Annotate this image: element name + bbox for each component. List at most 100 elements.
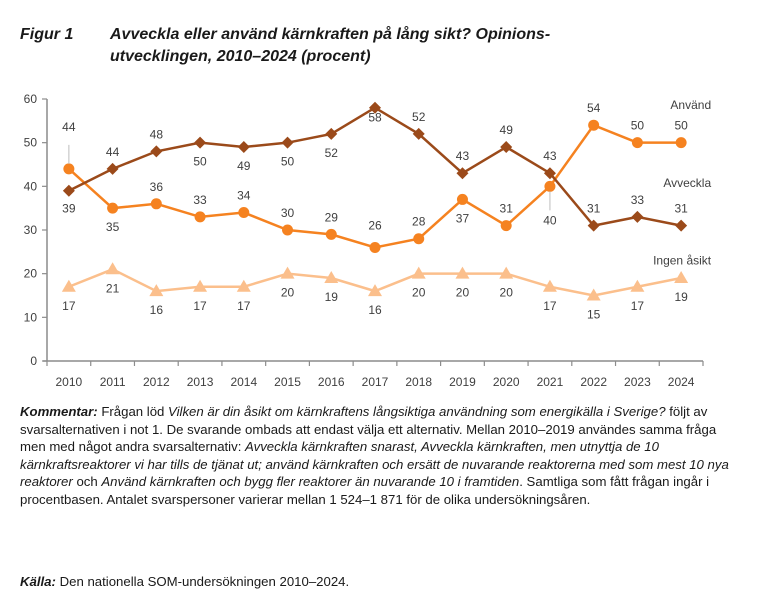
x-tick-label: 2015 bbox=[274, 375, 301, 389]
marker-triangle bbox=[455, 266, 470, 279]
data-label: 17 bbox=[543, 299, 557, 313]
marker-triangle bbox=[105, 262, 120, 275]
data-label: 52 bbox=[325, 146, 339, 160]
comment-text: följt av svarsalternativen i not 1. De s… bbox=[20, 404, 717, 455]
x-tick-label: 2017 bbox=[362, 375, 389, 389]
data-label: 17 bbox=[193, 299, 207, 313]
x-tick-label: 2018 bbox=[405, 375, 432, 389]
marker-circle bbox=[413, 233, 425, 245]
y-tick-label: 30 bbox=[24, 223, 38, 237]
x-tick-label: 2023 bbox=[624, 375, 651, 389]
comment-alternatives: Avveckla kärnkraften snarast, Avveckla k… bbox=[20, 439, 729, 490]
marker-circle bbox=[500, 220, 512, 232]
marker-circle bbox=[194, 211, 206, 223]
marker-circle bbox=[456, 193, 468, 205]
marker-circle bbox=[150, 198, 162, 210]
data-label: 31 bbox=[587, 202, 601, 216]
marker-triangle bbox=[149, 284, 164, 297]
data-label: 36 bbox=[150, 180, 164, 194]
marker-diamond bbox=[237, 141, 250, 154]
data-label: 31 bbox=[500, 202, 514, 216]
data-label: 19 bbox=[325, 290, 339, 304]
marker-circle bbox=[63, 163, 75, 175]
comment-alternative: Använd kärnkraften och bygg fler reaktor… bbox=[101, 474, 520, 490]
marker-triangle bbox=[61, 279, 76, 292]
data-label: 54 bbox=[587, 101, 601, 115]
x-tick-label: 2022 bbox=[580, 375, 607, 389]
data-label: 30 bbox=[281, 206, 295, 220]
data-label: 17 bbox=[631, 299, 645, 313]
marker-circle bbox=[675, 137, 687, 149]
x-tick-label: 2014 bbox=[230, 375, 257, 389]
data-label: 20 bbox=[281, 286, 295, 300]
y-tick-label: 20 bbox=[24, 267, 38, 281]
data-label: 43 bbox=[456, 149, 470, 163]
x-tick-label: 2013 bbox=[187, 375, 214, 389]
marker-diamond bbox=[325, 127, 338, 140]
marker-circle bbox=[107, 202, 119, 214]
x-tick-label: 2021 bbox=[537, 375, 564, 389]
marker-circle bbox=[325, 228, 337, 240]
title-line-2: utvecklingen, 2010–2024 (procent) bbox=[110, 48, 371, 65]
data-label: 39 bbox=[62, 202, 76, 216]
data-label: 43 bbox=[543, 149, 557, 163]
comment-text: . Samtliga som fått frågan ingår i proce… bbox=[20, 474, 710, 507]
marker-triangle bbox=[324, 271, 339, 284]
x-tick-label: 2011 bbox=[100, 375, 126, 389]
marker-diamond bbox=[194, 136, 207, 149]
marker-diamond bbox=[412, 127, 425, 140]
comment-question: Vilken är din åsikt om kärnkraftens lång… bbox=[168, 404, 666, 419]
y-tick-label: 50 bbox=[24, 136, 38, 150]
title-line-1: Avveckla eller använd kärnkraften på lån… bbox=[110, 26, 551, 43]
marker-circle bbox=[238, 207, 250, 219]
marker-triangle bbox=[674, 271, 689, 284]
marker-triangle bbox=[193, 279, 208, 292]
data-label: 44 bbox=[106, 145, 120, 159]
data-label: 15 bbox=[587, 308, 601, 322]
marker-diamond bbox=[456, 167, 469, 180]
marker-circle bbox=[588, 119, 600, 131]
legend-label-anvand: Använd bbox=[670, 98, 711, 112]
y-tick-label: 10 bbox=[24, 310, 38, 324]
marker-diamond bbox=[675, 219, 688, 232]
series-lines bbox=[61, 101, 689, 301]
source-note: Källa: Den nationella SOM-undersökningen… bbox=[20, 574, 349, 589]
data-label: 49 bbox=[237, 159, 251, 173]
marker-triangle bbox=[499, 266, 514, 279]
data-label: 28 bbox=[412, 215, 426, 229]
data-label: 40 bbox=[543, 213, 557, 227]
data-label: 17 bbox=[62, 299, 76, 313]
marker-triangle bbox=[236, 279, 251, 292]
comment-label: Kommentar: bbox=[20, 404, 98, 419]
marker-diamond bbox=[106, 162, 119, 175]
figure-title-text: Avveckla eller använd kärnkraften på lån… bbox=[110, 24, 670, 68]
marker-circle bbox=[369, 241, 381, 253]
figure-label: Figur 1 bbox=[20, 26, 74, 43]
data-label: 48 bbox=[150, 127, 164, 141]
data-label: 17 bbox=[237, 299, 251, 313]
data-label: 26 bbox=[368, 218, 382, 232]
data-label: 50 bbox=[193, 155, 207, 169]
x-tick-label: 2019 bbox=[449, 375, 476, 389]
data-label: 21 bbox=[106, 281, 120, 295]
marker-diamond bbox=[587, 219, 600, 232]
comment-note: Kommentar: Frågan löd Vilken är din åsik… bbox=[20, 403, 735, 509]
marker-diamond bbox=[631, 210, 644, 223]
legend-label-avveckla: Avveckla bbox=[663, 176, 711, 190]
x-tick-label: 2024 bbox=[668, 375, 695, 389]
marker-diamond bbox=[62, 184, 75, 197]
x-tick-label: 2016 bbox=[318, 375, 345, 389]
data-label: 20 bbox=[500, 286, 514, 300]
data-label: 33 bbox=[193, 193, 207, 207]
marker-diamond bbox=[150, 145, 163, 158]
marker-triangle bbox=[542, 279, 557, 292]
x-tick-label: 2020 bbox=[493, 375, 520, 389]
data-label: 58 bbox=[368, 111, 382, 125]
data-labels: 44 35 36 33 34 30 29 26 28 37 31 40 54 50 50 39 44 48 50 49… bbox=[62, 98, 712, 322]
marker-triangle bbox=[368, 284, 382, 297]
source-label: Källa: bbox=[20, 574, 56, 589]
data-label: 44 bbox=[62, 120, 76, 134]
data-label: 16 bbox=[150, 303, 164, 317]
y-tick-label: 60 bbox=[24, 92, 38, 106]
